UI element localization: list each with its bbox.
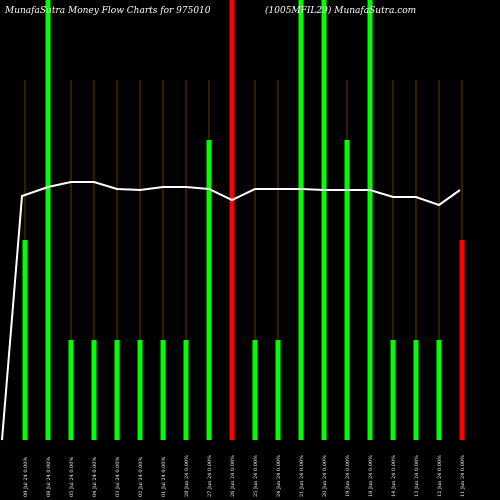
bar: [321, 0, 327, 440]
bar: [367, 0, 373, 440]
x-tick-label: 12 Jun 24 0.00%: [437, 455, 443, 497]
x-tick-label: 02 Jul 24 0.00%: [138, 457, 144, 497]
bar: [22, 240, 28, 440]
x-tick-label: 21 Jun 24 0.00%: [299, 455, 305, 497]
x-axis-tick-labels: 09 Jul 24 0.00% 08 Jul 24 0.00% 05 Jul 24 …: [23, 455, 466, 497]
money-flow-line: [1, 181, 461, 441]
bar: [344, 140, 350, 440]
x-tick-label: 27 Jun 24 0.00%: [207, 455, 213, 497]
x-tick-label: 14 Jun 24 0.00%: [391, 455, 397, 497]
x-tick-label: 01 Jul 24 0.00%: [161, 457, 167, 497]
x-tick-label: 11 Jun 24 0.00%: [460, 455, 466, 497]
bar: [459, 240, 465, 440]
x-tick-label: 09 Jul 24 0.00%: [23, 457, 29, 497]
x-tick-label: 08 Jul 24 0.00%: [46, 457, 52, 497]
bar: [160, 340, 166, 440]
x-tick-label: 18 Jun 24 0.00%: [368, 455, 374, 497]
bar: [413, 340, 419, 440]
x-tick-label: 25 Jun 24 0.00%: [253, 455, 259, 497]
chart-title-right: (1005MFIL29) MunafaSutra.com: [265, 5, 416, 16]
bar: [229, 0, 235, 440]
x-tick-label: 13 Jun 24 0.00%: [414, 455, 420, 497]
x-tick-label: 24 Jun 24 0.00%: [276, 455, 282, 497]
bar: [137, 340, 143, 440]
chart-title-left: MunafaSutra Money Flow Charts for 975010: [4, 6, 211, 16]
x-tick-label: 19 Jun 24 0.00%: [345, 455, 351, 497]
x-tick-label: 03 Jul 24 0.00%: [115, 457, 121, 497]
bar: [252, 340, 258, 440]
bar: [91, 340, 97, 440]
x-tick-label: 04 Jul 24 0.00%: [92, 457, 98, 497]
x-tick-label: 05 Jul 24 0.00%: [69, 457, 75, 497]
bar-series: [22, 0, 465, 440]
bar: [298, 0, 304, 440]
x-tick-label: 26 Jun 24 0.00%: [230, 455, 236, 497]
bar: [45, 0, 51, 440]
bar: [114, 340, 120, 440]
x-tick-label: 20 Jun 24 0.00%: [322, 455, 328, 497]
bar: [183, 340, 189, 440]
bar: [436, 340, 442, 440]
bar: [390, 340, 396, 440]
bar: [68, 340, 74, 440]
bar: [275, 340, 281, 440]
bar: [206, 140, 212, 440]
x-tick-label: 28 Jun 24 0.00%: [184, 455, 190, 497]
